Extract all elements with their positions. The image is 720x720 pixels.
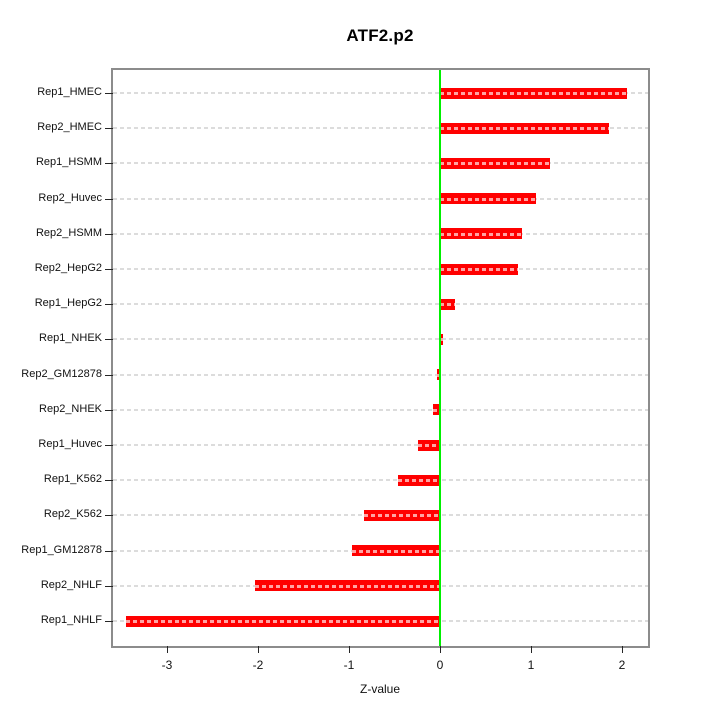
bar (440, 333, 443, 345)
x-axis-label: Z-value (359, 682, 401, 696)
gridline (113, 92, 648, 94)
y-axis-label: Rep2_HSMM (35, 226, 102, 239)
y-axis-label: Rep1_K562 (43, 473, 102, 486)
bar-dash-texture (398, 479, 440, 483)
bar (437, 369, 440, 381)
y-tick (105, 163, 113, 165)
y-tick (105, 445, 113, 446)
bar-dash-texture (440, 338, 443, 342)
plot-area (113, 70, 648, 646)
bar-dash-texture (440, 268, 519, 271)
y-axis-label: Rep2_NHEK (39, 402, 102, 415)
bar-dash-texture (440, 127, 610, 131)
y-axis-label: Rep1_HepG2 (34, 297, 102, 310)
y-tick (105, 550, 113, 552)
bar (440, 122, 610, 134)
y-axis-label: Rep2_GM12878 (21, 367, 102, 380)
bar (255, 580, 440, 592)
x-tick-label: -2 (252, 658, 264, 672)
y-tick (105, 409, 113, 411)
y-tick (105, 621, 113, 622)
gridline (113, 373, 648, 376)
bar-dash-texture (351, 549, 440, 553)
gridline (113, 338, 648, 341)
y-axis-label: Rep2_NHLF (40, 578, 102, 591)
y-tick (105, 585, 113, 587)
x-tick-label: 1 (527, 658, 535, 672)
y-axis-label: Rep1_NHLF (40, 614, 102, 626)
bar-dash-texture (440, 92, 627, 95)
y-tick (105, 233, 113, 235)
bar (440, 87, 627, 99)
bar-dash-texture (255, 584, 440, 588)
gridline (113, 444, 648, 446)
bar-dash-texture (418, 444, 440, 447)
y-axis-label: Rep1_NHEK (39, 332, 102, 345)
bar (418, 439, 440, 451)
bar (440, 228, 522, 240)
bar-dash-texture (126, 620, 440, 623)
gridline (113, 268, 648, 270)
bar-dash-texture (432, 408, 440, 412)
x-tick-label: -3 (161, 658, 173, 672)
x-tick-label: 0 (436, 658, 444, 672)
bar-dash-texture (440, 162, 551, 166)
y-tick (105, 374, 113, 376)
x-tick (167, 646, 168, 653)
bar (432, 404, 440, 416)
gridline (113, 408, 648, 411)
chart-title: ATF2.p2 (346, 26, 414, 45)
gridline (113, 303, 648, 306)
x-tick (531, 646, 532, 653)
bar (440, 193, 536, 205)
y-tick (105, 198, 113, 200)
x-tick (258, 646, 259, 653)
bar (440, 157, 551, 169)
bar (126, 615, 440, 627)
gridline (113, 162, 648, 165)
y-tick (105, 93, 113, 94)
y-axis-label: Rep2_HepG2 (34, 262, 102, 274)
gridline (113, 197, 648, 200)
gridline (113, 127, 648, 130)
bar-dash-texture (440, 232, 522, 236)
x-tick (622, 646, 623, 653)
y-axis-label: Rep2_HMEC (37, 121, 102, 134)
zero-reference-line (439, 70, 441, 646)
bar-dash-texture (437, 373, 440, 377)
y-axis-label: Rep1_HSMM (35, 156, 102, 169)
bar (363, 509, 440, 521)
y-axis-label: Rep2_Huvec (38, 191, 102, 204)
bar (440, 298, 456, 310)
y-tick (105, 480, 113, 482)
y-tick (105, 339, 113, 341)
bar (351, 545, 440, 557)
x-tick-label: -1 (343, 658, 355, 672)
bar-dash-texture (440, 303, 456, 307)
y-tick (105, 269, 113, 270)
x-tick (440, 646, 441, 653)
gridline (113, 232, 648, 235)
y-tick (105, 304, 113, 306)
y-tick (105, 515, 113, 517)
x-tick-label: 2 (618, 658, 626, 672)
bar-dash-texture (440, 197, 536, 201)
y-axis-label: Rep1_Huvec (38, 438, 102, 450)
y-axis-label: Rep2_K562 (43, 508, 102, 521)
x-tick (349, 646, 350, 653)
bar (398, 474, 440, 486)
gridline (113, 479, 648, 482)
y-axis-label: Rep1_HMEC (37, 86, 102, 98)
bar (440, 263, 519, 275)
bar-dash-texture (363, 514, 440, 518)
y-tick (105, 128, 113, 130)
y-axis-label: Rep1_GM12878 (21, 543, 102, 556)
